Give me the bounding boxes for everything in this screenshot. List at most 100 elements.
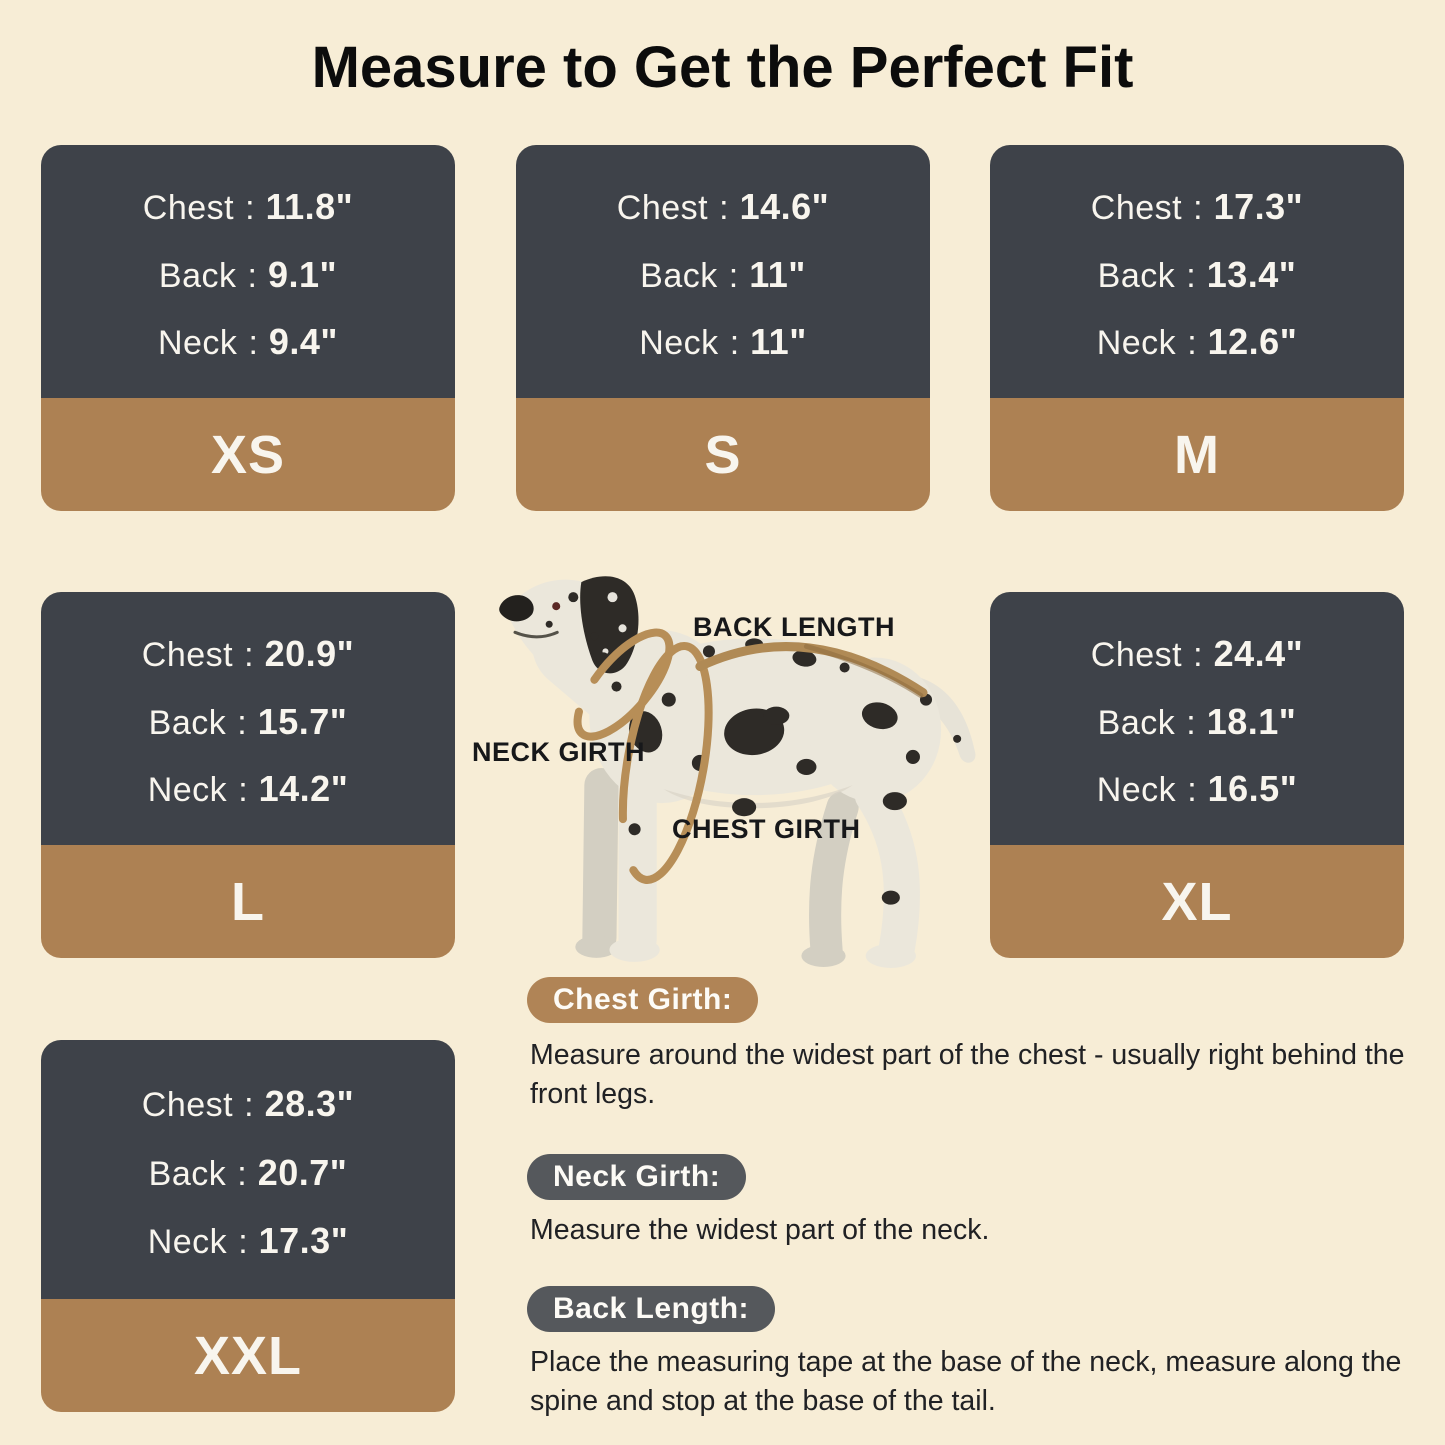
measurement-label: Chest xyxy=(141,636,234,675)
measurement-label: Back xyxy=(158,256,237,295)
size-card-l-measurements: Chest:20.9" Back:15.7" Neck:14.2" xyxy=(41,592,455,845)
measurement-row-chest: Chest:17.3" xyxy=(990,186,1404,228)
measurement-separator: : xyxy=(238,1223,248,1262)
measurement-row-neck: Neck:14.2" xyxy=(41,768,455,810)
measurement-row-chest: Chest:14.6" xyxy=(516,186,930,228)
neck-girth-heading-pill: Neck Girth: xyxy=(527,1154,747,1200)
size-label-l: L xyxy=(41,845,455,958)
measurement-separator: : xyxy=(238,770,248,809)
size-card-l: Chest:20.9" Back:15.7" Neck:14.2" L xyxy=(41,592,455,958)
measurement-label: Chest xyxy=(142,189,235,228)
measurement-value: 20.9" xyxy=(264,633,355,675)
measurement-label: Back xyxy=(148,703,227,742)
chest-girth-description: Measure around the widest part of the ch… xyxy=(530,1039,1405,1110)
measurement-label: Chest xyxy=(616,189,709,228)
measurement-value: 17.3" xyxy=(1213,186,1304,228)
size-card-xs-measurements: Chest:11.8" Back:9.1" Neck:9.4" xyxy=(41,145,455,398)
measurement-row-back: Back:18.1" xyxy=(990,701,1404,743)
size-card-xl: Chest:24.4" Back:18.1" Neck:16.5" XL xyxy=(990,592,1404,958)
measurement-separator: : xyxy=(729,323,740,362)
size-card-xxl: Chest:28.3" Back:20.7" Neck:17.3" XXL xyxy=(41,1040,455,1412)
measurement-value: 14.2" xyxy=(258,767,349,809)
measurement-row-chest: Chest:11.8" xyxy=(41,186,455,228)
measurement-row-neck: Neck:11" xyxy=(516,321,930,363)
size-card-xs: Chest:11.8" Back:9.1" Neck:9.4" XS xyxy=(41,145,455,511)
measurement-value: 9.1" xyxy=(267,253,338,295)
measurement-label: Neck xyxy=(147,1223,228,1262)
size-label-xl: XL xyxy=(990,845,1404,958)
measurement-row-back: Back:11" xyxy=(516,254,930,296)
measurement-label: Chest xyxy=(141,1085,234,1124)
size-label-s: S xyxy=(516,398,930,511)
back-length-heading-pill: Back Length: xyxy=(527,1286,776,1332)
measurement-row-neck: Neck:12.6" xyxy=(990,321,1404,363)
measurement-separator: : xyxy=(719,189,729,228)
measurement-label: Neck xyxy=(147,770,228,809)
measurement-row-back: Back:20.7" xyxy=(41,1152,455,1194)
size-card-m-measurements: Chest:17.3" Back:13.4" Neck:12.6" xyxy=(990,145,1404,398)
measurement-row-neck: Neck:17.3" xyxy=(41,1220,455,1262)
measurement-value: 28.3" xyxy=(264,1082,355,1124)
measurement-label: Neck xyxy=(1096,770,1177,809)
measurement-label: Neck xyxy=(1096,323,1177,362)
dalmatian-dog-svg xyxy=(499,576,976,968)
measurement-separator: : xyxy=(1193,636,1203,675)
neck-girth-diagram-label: NECK GIRTH xyxy=(472,737,645,767)
measurement-separator: : xyxy=(245,189,255,228)
measurement-value: 16.5" xyxy=(1207,767,1298,809)
size-card-s-measurements: Chest:14.6" Back:11" Neck:11" xyxy=(516,145,930,398)
measurement-separator: : xyxy=(1186,256,1196,295)
measurement-separator: : xyxy=(244,636,254,675)
measurement-separator: : xyxy=(244,1085,254,1124)
dog-illustration xyxy=(452,566,986,978)
measurement-separator: : xyxy=(248,323,258,362)
measurement-row-neck: Neck:9.4" xyxy=(41,321,455,363)
measurement-value: 11" xyxy=(750,320,807,362)
page-title: Measure to Get the Perfect Fit xyxy=(311,35,1134,100)
measurement-separator: : xyxy=(237,1154,247,1193)
measurement-label: Neck xyxy=(157,323,238,362)
size-label-xs: XS xyxy=(41,398,455,511)
measurement-row-neck: Neck:16.5" xyxy=(990,768,1404,810)
back-length-description: Place the measuring tape at the base of … xyxy=(530,1346,1402,1417)
measurement-separator: : xyxy=(1186,703,1196,742)
measurement-separator: : xyxy=(728,256,739,295)
measurement-value: 18.1" xyxy=(1206,700,1297,742)
back-length-diagram-label: BACK LENGTH xyxy=(693,612,895,642)
size-card-xxl-measurements: Chest:28.3" Back:20.7" Neck:17.3" xyxy=(41,1040,455,1299)
measurement-label: Back xyxy=(640,256,718,295)
measurement-value: 13.4" xyxy=(1206,253,1297,295)
size-label-m: M xyxy=(990,398,1404,511)
measurement-value: 14.6" xyxy=(739,186,830,228)
measurement-separator: : xyxy=(1187,770,1197,809)
measurement-label: Neck xyxy=(639,323,719,362)
neck-girth-description: Measure the widest part of the neck. xyxy=(530,1214,990,1246)
measurement-separator: : xyxy=(247,256,257,295)
measurement-label: Chest xyxy=(1090,636,1183,675)
measurement-value: 15.7" xyxy=(257,700,348,742)
measurement-value: 24.4" xyxy=(1213,633,1304,675)
measurement-value: 11" xyxy=(749,253,806,295)
chest-girth-diagram-label: CHEST GIRTH xyxy=(672,814,861,844)
measurement-value: 9.4" xyxy=(268,320,339,362)
measurement-value: 11.8" xyxy=(265,186,354,228)
measurement-separator: : xyxy=(1187,323,1197,362)
measurement-row-chest: Chest:20.9" xyxy=(41,633,455,675)
measurement-row-back: Back:9.1" xyxy=(41,254,455,296)
measurement-row-chest: Chest:24.4" xyxy=(990,633,1404,675)
size-label-xxl: XXL xyxy=(41,1299,455,1412)
measurement-label: Back xyxy=(1097,256,1176,295)
size-card-s: Chest:14.6" Back:11" Neck:11" S xyxy=(516,145,930,511)
measurement-value: 12.6" xyxy=(1207,320,1298,362)
size-card-m: Chest:17.3" Back:13.4" Neck:12.6" M xyxy=(990,145,1404,511)
measurement-label: Back xyxy=(148,1154,227,1193)
size-card-xl-measurements: Chest:24.4" Back:18.1" Neck:16.5" xyxy=(990,592,1404,845)
measurement-value: 20.7" xyxy=(257,1151,348,1193)
measurement-row-chest: Chest:28.3" xyxy=(41,1083,455,1125)
measurement-row-back: Back:15.7" xyxy=(41,701,455,743)
measurement-label: Back xyxy=(1097,703,1176,742)
measurement-separator: : xyxy=(1193,189,1203,228)
measurement-separator: : xyxy=(237,703,247,742)
chest-girth-heading-pill: Chest Girth: xyxy=(527,977,759,1023)
measurement-label: Chest xyxy=(1090,189,1183,228)
